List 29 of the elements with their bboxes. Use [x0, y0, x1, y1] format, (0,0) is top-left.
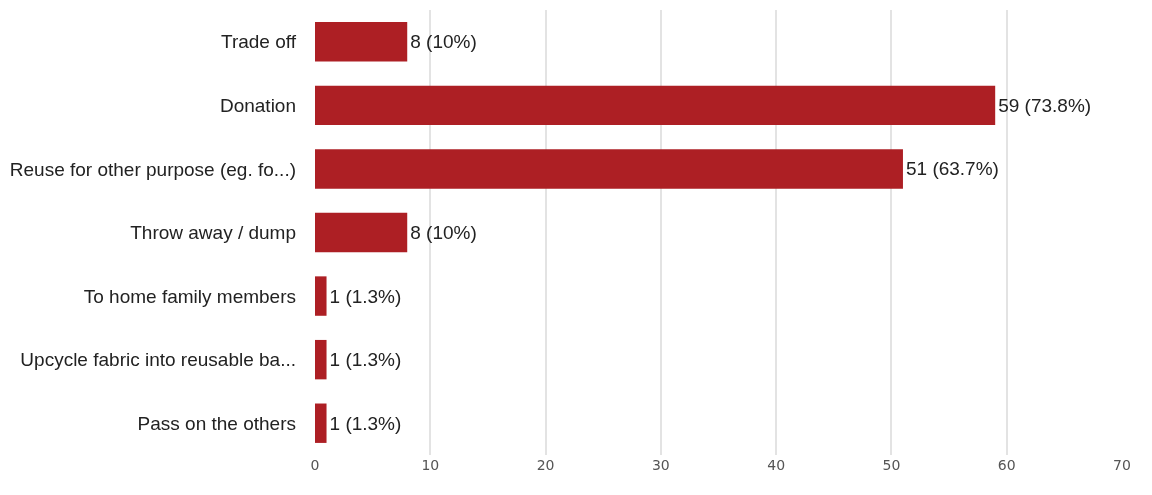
y-tick-label: Reuse for other purpose (eg. fo...) [9, 158, 296, 180]
bar [315, 85, 996, 126]
x-tick-label: 70 [1113, 457, 1131, 473]
x-tick-label: 0 [310, 457, 320, 473]
x-tick-label: 10 [421, 457, 440, 473]
data-label: 51 (63.7%) [905, 158, 999, 180]
bar [315, 339, 327, 380]
y-tick-label: To home family members [83, 285, 296, 307]
data-label: 1 (1.3%) [329, 412, 402, 434]
data-label: 1 (1.3%) [329, 349, 402, 371]
bar [315, 149, 903, 189]
x-tick-label: 40 [767, 457, 786, 473]
bar [315, 276, 327, 316]
x-tick-label: 30 [651, 457, 670, 473]
data-label: 1 (1.3%) [329, 285, 402, 307]
bar [315, 403, 327, 443]
data-label: 59 (73.8%) [998, 94, 1092, 116]
y-tick-label: Upcycle fabric into reusable ba... [20, 349, 296, 371]
y-tick-label: Donation [219, 95, 296, 117]
data-label: 8 (10%) [410, 31, 477, 53]
bar [315, 22, 408, 62]
x-tick-label: 50 [882, 457, 901, 473]
data-label: 8 (10%) [410, 222, 477, 243]
x-tick-label: 20 [536, 457, 555, 473]
bar [315, 212, 408, 253]
y-tick-label: Pass on the others [137, 412, 296, 434]
x-tick-label: 60 [997, 457, 1016, 473]
y-tick-label: Trade off [221, 31, 297, 53]
y-tick-label: Throw away / dump [130, 222, 296, 244]
